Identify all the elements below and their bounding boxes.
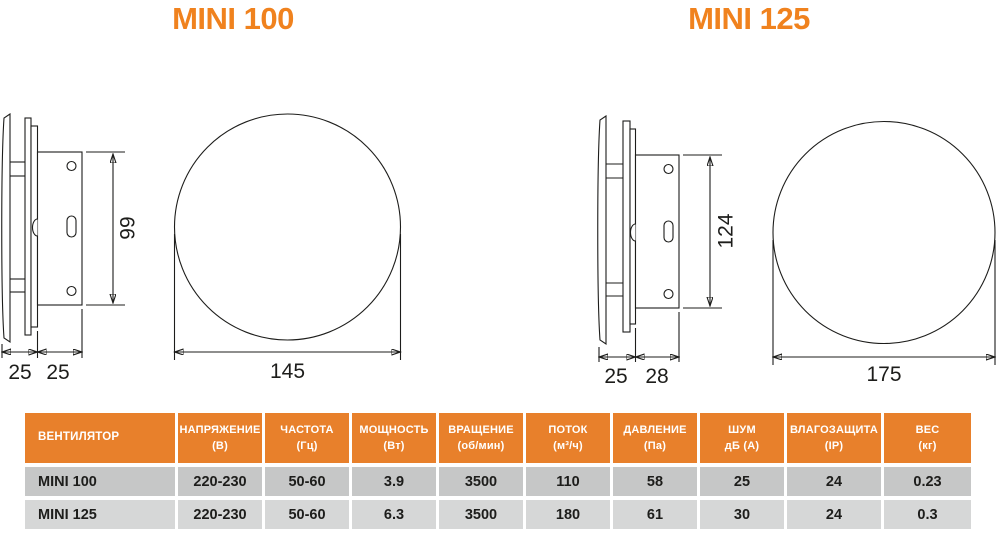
- cell-mini125-power: 6.3: [352, 500, 436, 529]
- cell-mini100-rotation: 3500: [439, 467, 523, 496]
- mini125-screw-hole-top: [663, 163, 674, 175]
- mini125-depth2-dim-label: 28: [645, 365, 668, 388]
- col-header-voltage: НАПРЯЖЕНИЕ (В): [178, 413, 262, 463]
- header-unit: (м³/ч): [553, 440, 583, 452]
- mini125-depth1-dim-label: 25: [604, 365, 627, 388]
- mini100-screw-hole-top: [66, 160, 77, 172]
- header-unit: (Вт): [383, 440, 405, 452]
- col-header-power: МОЩНОСТЬ (Вт): [352, 413, 436, 463]
- header-label: ДАВЛЕНИЕ: [623, 423, 687, 436]
- mini100-cable-bump: [32, 218, 38, 237]
- header-unit: (кг): [918, 440, 937, 452]
- col-header-pressure: ДАВЛЕНИЕ (Па): [613, 413, 697, 463]
- header-label: ВЕНТИЛЯТОР: [38, 431, 120, 444]
- mini125-cable-bump: [630, 223, 636, 242]
- cell-mini125-voltage: 220-230: [178, 500, 262, 529]
- mini100-slot-hole: [66, 215, 77, 238]
- table-header-row: ВЕНТИЛЯТОР НАПРЯЖЕНИЕ (В) ЧАСТОТА (Гц) М…: [25, 413, 971, 463]
- header-unit: дБ (А): [724, 440, 760, 452]
- cell-mini100-voltage: 220-230: [178, 467, 262, 496]
- col-header-moisture-protection: ВЛАГОЗАЩИТА (IP): [787, 413, 881, 463]
- header-label: ШУМ: [728, 423, 756, 436]
- mini100-diameter-dim-label: 145: [270, 360, 305, 383]
- header-label: ВЕС: [915, 423, 940, 436]
- col-header-rotation: ВРАЩЕНИЕ (об/мин): [439, 413, 523, 463]
- cell-mini100-power: 3.9: [352, 467, 436, 496]
- cell-mini100-moisture-protection: 24: [787, 467, 881, 496]
- mini100-depth2-dim-label: 25: [46, 361, 69, 384]
- mini125-cover-back: [622, 120, 631, 333]
- cell-mini125-rotation: 3500: [439, 500, 523, 529]
- mini100-height-dim-label: 99: [117, 216, 140, 239]
- col-header-weight: ВЕС (кг): [884, 413, 971, 463]
- cell-mini100-airflow: 110: [526, 467, 610, 496]
- table-row-mini100: MINI 100 220-230 50-60 3.9 3500 110 58 2…: [25, 467, 971, 496]
- col-header-airflow: ПОТОК (м³/ч): [526, 413, 610, 463]
- mini100-side-view: 99 25 25: [1, 112, 140, 384]
- cell-mini100-frequency: 50-60: [265, 467, 349, 496]
- mini125-screw-hole-bottom: [663, 288, 674, 300]
- col-header-frequency: ЧАСТОТА (Гц): [265, 413, 349, 463]
- mini125-slot-hole: [663, 220, 674, 243]
- col-header-fan: ВЕНТИЛЯТОР: [25, 413, 175, 463]
- cell-mini100-pressure: 58: [613, 467, 697, 496]
- mini125-front-view: 175: [772, 120, 996, 386]
- cell-mini125-airflow: 180: [526, 500, 610, 529]
- mini100-depth1-dim-label: 25: [8, 361, 31, 384]
- header-label: НАПРЯЖЕНИЕ: [179, 423, 261, 436]
- mini100-front-cover: [1, 112, 11, 344]
- header-label: ПОТОК: [548, 423, 588, 436]
- cell-mini125-weight: 0.3: [884, 500, 971, 529]
- mini125-diameter-dim-label: 175: [866, 363, 901, 386]
- table-row-mini125: MINI 125 220-230 50-60 6.3 3500 180 61 3…: [25, 500, 971, 529]
- header-unit: (Гц): [296, 440, 318, 452]
- header-unit: (об/мин): [457, 440, 505, 452]
- mini125-front-cover: [597, 114, 607, 346]
- cell-mini125-frequency: 50-60: [265, 500, 349, 529]
- cell-mini125-name: MINI 125: [25, 500, 175, 529]
- mini100-cover-back: [24, 117, 32, 336]
- mini100-mounting-plate: [36, 151, 83, 306]
- header-label: ВРАЩЕНИЕ: [448, 423, 514, 436]
- mini100-screw-hole-bottom: [66, 285, 77, 297]
- header-unit: (В): [212, 440, 228, 452]
- cell-mini125-moisture-protection: 24: [787, 500, 881, 529]
- header-label: МОЩНОСТЬ: [359, 423, 429, 436]
- mini100-front-view: 145: [173, 113, 402, 383]
- header-label: ЧАСТОТА: [280, 423, 334, 436]
- header-unit: (IP): [824, 440, 844, 452]
- cell-mini125-pressure: 61: [613, 500, 697, 529]
- cell-mini125-noise: 30: [700, 500, 784, 529]
- header-unit: (Па): [643, 440, 667, 452]
- header-label: ВЛАГОЗАЩИТА: [789, 423, 879, 436]
- spec-table: ВЕНТИЛЯТОР НАПРЯЖЕНИЕ (В) ЧАСТОТА (Гц) М…: [22, 409, 974, 533]
- col-header-noise: ШУМ дБ (А): [700, 413, 784, 463]
- product-title-mini125: MINI 125: [688, 1, 810, 36]
- cell-mini100-name: MINI 100: [25, 467, 175, 496]
- cell-mini100-noise: 25: [700, 467, 784, 496]
- mini125-side-view: 124 25 28: [597, 114, 738, 388]
- mini125-front-circle: [772, 120, 996, 345]
- mini125-mounting-plate: [634, 154, 680, 309]
- mini100-front-circle: [173, 113, 402, 341]
- mini125-height-dim-label: 124: [715, 213, 738, 248]
- product-title-mini100: MINI 100: [172, 1, 294, 36]
- cell-mini100-weight: 0.23: [884, 467, 971, 496]
